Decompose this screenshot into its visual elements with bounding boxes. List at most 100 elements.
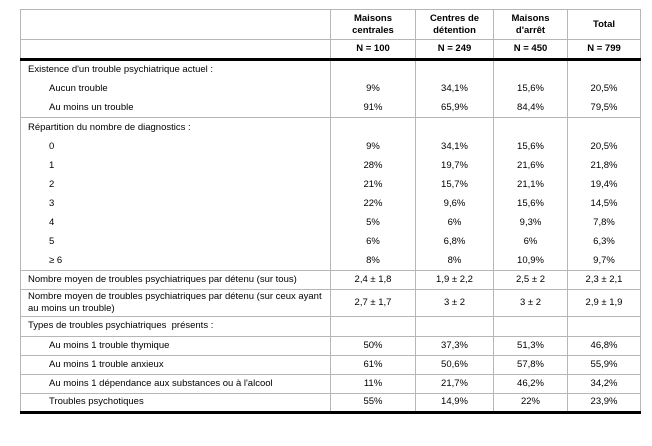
cell-value: 2,3 ± 2,1: [567, 270, 641, 290]
cell-value: 28%: [330, 156, 416, 176]
cell-value: 55%: [330, 392, 416, 413]
cell-value: 21,7%: [415, 373, 494, 394]
cell-value: 57,8%: [493, 354, 568, 375]
sample-size-maisons-centrales: N = 100: [330, 39, 416, 61]
row-label: Aucun trouble: [49, 83, 108, 95]
cell-value: [567, 117, 641, 138]
table-body: Existence d'un trouble psychiatrique act…: [20, 59, 641, 413]
header-row: Maisons centrales Centres de détention M…: [20, 9, 641, 40]
cell-value: 21,6%: [493, 156, 568, 176]
cell-value: 11%: [330, 373, 416, 394]
cell-value: 34,1%: [415, 79, 494, 99]
cell-value: 20,5%: [567, 137, 641, 157]
row-label: Nombre moyen de troubles psychiatriques …: [20, 270, 331, 290]
cell-value: 21,8%: [567, 156, 641, 176]
cell-value: 6,8%: [415, 232, 494, 252]
cell-value: 61%: [330, 354, 416, 375]
cell-value: 23,9%: [567, 392, 641, 413]
cell-value: 3 ± 2: [415, 289, 494, 317]
cell-value: 14,9%: [415, 392, 494, 413]
table-row: Types de troubles psychiatriques présent…: [20, 315, 641, 337]
table-row: 2 21% 15,7% 21,1% 19,4%: [21, 175, 641, 195]
table-row: Troubles psychotiques 55% 14,9% 22% 23,9%: [20, 392, 641, 413]
cell-value: 8%: [330, 251, 416, 271]
cell-value: 2,5 ± 2: [493, 270, 568, 290]
cell-value: 51,3%: [493, 335, 568, 356]
row-label: Au moins un trouble: [49, 101, 134, 113]
cell-value: [330, 59, 416, 80]
cell-value: 19,4%: [567, 175, 641, 195]
cell-value: 6%: [415, 213, 494, 233]
cell-value: [567, 315, 641, 337]
cell-value: [493, 315, 568, 337]
table-row: 0 9% 34,1% 15,6% 20,5%: [21, 137, 641, 157]
cell-value: [330, 315, 416, 337]
cell-value: 84,4%: [493, 98, 568, 118]
table-row: Nombre moyen de troubles psychiatriques …: [20, 289, 641, 317]
cell-value: 3 ± 2: [493, 289, 568, 317]
cell-value: 46,2%: [493, 373, 568, 394]
cell-value: 15,7%: [415, 175, 494, 195]
row-label: Répartition du nombre de diagnostics :: [20, 117, 331, 138]
row-label: Au moins 1 dépendance aux substances ou …: [20, 373, 331, 394]
cell-value: 79,5%: [567, 98, 641, 118]
cell-value: 1,9 ± 2,2: [415, 270, 494, 290]
row-label: Types de troubles psychiatriques présent…: [20, 315, 331, 337]
table-row: 1 28% 19,7% 21,6% 21,8%: [21, 156, 641, 176]
row-label: 4: [49, 217, 55, 229]
cell-value: 9,3%: [493, 213, 568, 233]
corner-cell: [20, 39, 331, 61]
row-label: Nombre moyen de troubles psychiatriques …: [20, 289, 331, 317]
sample-size-total: N = 799: [567, 39, 641, 61]
row-label: 0: [49, 141, 55, 153]
column-header-maisons-centrales: Maisons centrales: [330, 9, 416, 40]
cell-value: 46,8%: [567, 335, 641, 356]
table-row: Au moins 1 dépendance aux substances ou …: [20, 373, 641, 394]
row-label: 5: [49, 236, 55, 248]
cell-value: 65,9%: [415, 98, 494, 118]
cell-value: 37,3%: [415, 335, 494, 356]
cell-value: [493, 59, 568, 80]
cell-value: [493, 117, 568, 138]
cell-value: 5%: [330, 213, 416, 233]
row-label: 1: [49, 160, 55, 172]
cell-value: 7,8%: [567, 213, 641, 233]
row-label: ≥ 6: [49, 254, 63, 266]
table-row: Répartition du nombre de diagnostics :: [20, 117, 641, 138]
cell-value: 34,2%: [567, 373, 641, 394]
cell-value: [415, 315, 494, 337]
table-row: 5 6% 6,8% 6% 6,3%: [21, 232, 641, 252]
table-row: Existence d'un trouble psychiatrique act…: [21, 59, 641, 80]
cell-value: 10,9%: [493, 251, 568, 271]
column-header-maisons-arret: Maisons d'arrêt: [493, 9, 568, 40]
cell-value: 50%: [330, 335, 416, 356]
cell-value: 15,6%: [493, 194, 568, 214]
cell-value: 9,7%: [567, 251, 641, 271]
cell-value: 9%: [330, 79, 416, 99]
cell-value: [567, 59, 641, 80]
cell-value: 21%: [330, 175, 416, 195]
cell-value: 21,1%: [493, 175, 568, 195]
table-row: Au moins un trouble 91% 65,9% 84,4% 79,5%: [21, 98, 641, 118]
cell-value: 22%: [330, 194, 416, 214]
table-row: Au moins 1 trouble thymique 50% 37,3% 51,3%…: [20, 335, 641, 356]
psychiatric-troubles-table: Maisons centrales Centres de détention M…: [20, 9, 641, 414]
column-header-centres-detention: Centres de détention: [415, 9, 494, 40]
cell-value: 22%: [493, 392, 568, 413]
row-label: Au moins 1 trouble thymique: [20, 335, 331, 356]
cell-value: 2,7 ± 1,7: [330, 289, 416, 317]
cell-value: 15,6%: [493, 137, 568, 157]
table-row: Au moins 1 trouble anxieux 61% 50,6% 57,8% 5…: [20, 354, 641, 375]
cell-value: 14,5%: [567, 194, 641, 214]
cell-value: 2,9 ± 1,9: [567, 289, 641, 317]
cell-value: 20,5%: [567, 79, 641, 99]
cell-value: 2,4 ± 1,8: [330, 270, 416, 290]
sample-size-maisons-arret: N = 450: [493, 39, 568, 61]
cell-value: [330, 117, 416, 138]
sample-size-centres-detention: N = 249: [415, 39, 494, 61]
cell-value: 34,1%: [415, 137, 494, 157]
corner-cell: [20, 9, 331, 40]
cell-value: 91%: [330, 98, 416, 118]
cell-value: 9%: [330, 137, 416, 157]
